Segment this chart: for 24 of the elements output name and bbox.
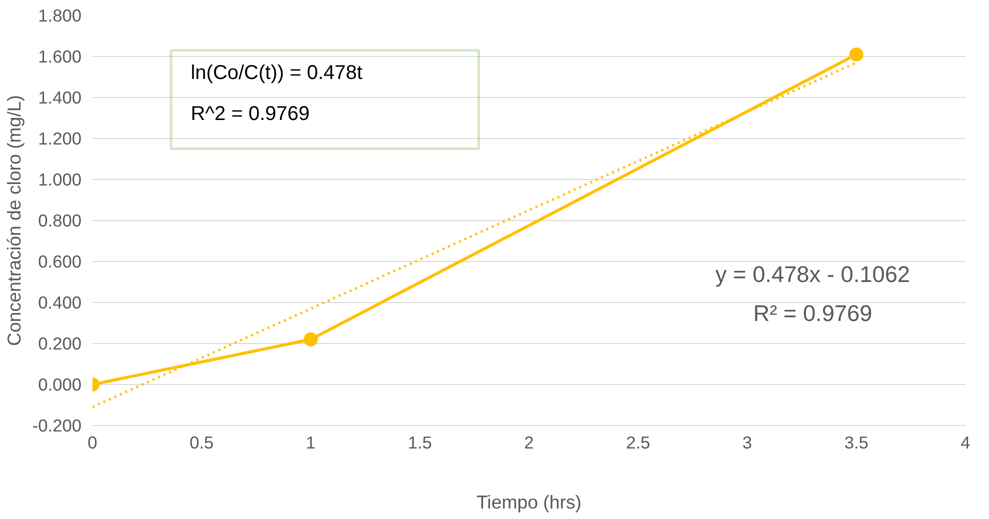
x-tick-label: 3 bbox=[742, 432, 752, 452]
y-axis-title: Concentración de cloro (mg/L) bbox=[3, 95, 24, 346]
y-tick-label: 1.200 bbox=[38, 128, 82, 148]
y-tick-label: 1.600 bbox=[38, 46, 82, 66]
y-tick-label: 0.800 bbox=[38, 210, 82, 230]
x-tick-label: 4 bbox=[960, 432, 971, 452]
y-tick-label: 1.000 bbox=[38, 170, 82, 190]
x-tick-label: 2 bbox=[524, 432, 534, 452]
x-tick-label: 0 bbox=[88, 432, 98, 452]
x-tick-label: 2.5 bbox=[626, 432, 650, 452]
x-tick-label: 1.5 bbox=[408, 432, 432, 452]
y-tick-label: -0.200 bbox=[32, 416, 82, 436]
annotation: ln(Co/C(t)) = 0.478t R^2 = 0.9769 bbox=[190, 62, 363, 125]
y-tick-label: 1.400 bbox=[38, 88, 82, 108]
y-tick-label: 0.000 bbox=[38, 374, 82, 394]
y-tick-label: 0.200 bbox=[38, 334, 82, 354]
y-tick-label: 1.800 bbox=[38, 6, 82, 26]
x-tick-label: 1 bbox=[306, 432, 316, 452]
x-tick-label: 0.5 bbox=[190, 432, 214, 452]
x-axis-title: Tiempo (hrs) bbox=[476, 492, 582, 512]
y-tick-label: 0.400 bbox=[38, 292, 82, 312]
x-tick-label: 3.5 bbox=[844, 432, 868, 452]
annotation: y = 0.478x - 0.1062 R² = 0.9769 bbox=[715, 260, 910, 326]
y-tick-label: 0.600 bbox=[38, 252, 82, 272]
